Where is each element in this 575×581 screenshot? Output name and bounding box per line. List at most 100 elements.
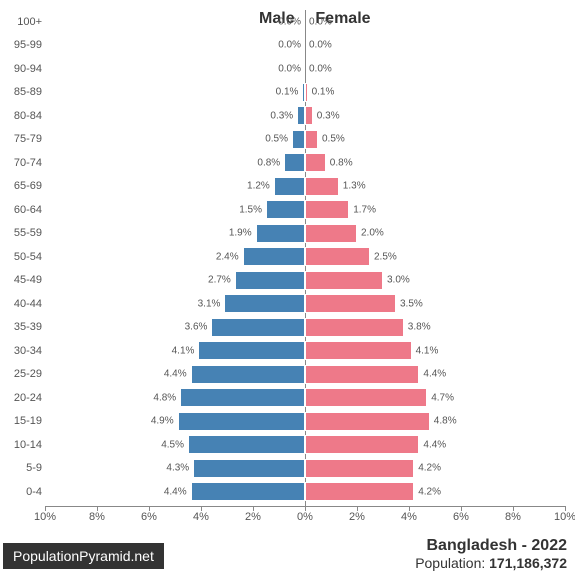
x-tick-label: 8%: [505, 511, 521, 523]
age-row: 85-890.1%0.1%: [45, 81, 565, 105]
bar-male: [235, 271, 305, 290]
age-label: 65-69: [0, 180, 42, 192]
age-row: 25-294.4%4.4%: [45, 363, 565, 387]
percent-male: 0.0%: [278, 16, 301, 27]
x-tick-label: 0%: [297, 511, 313, 523]
bar-female: [305, 435, 419, 454]
age-row: 40-443.1%3.5%: [45, 292, 565, 316]
bar-male: [188, 435, 305, 454]
age-label: 20-24: [0, 392, 42, 404]
age-label: 10-14: [0, 439, 42, 451]
percent-male: 2.4%: [216, 251, 239, 262]
population-label: Population:: [415, 555, 489, 571]
age-label: 95-99: [0, 39, 42, 51]
percent-male: 0.5%: [265, 134, 288, 145]
percent-male: 0.1%: [276, 87, 299, 98]
age-row: 55-591.9%2.0%: [45, 222, 565, 246]
age-row: 30-344.1%4.1%: [45, 339, 565, 363]
percent-male: 4.1%: [172, 345, 195, 356]
percent-female: 0.3%: [317, 110, 340, 121]
age-label: 85-89: [0, 86, 42, 98]
age-label: 40-44: [0, 298, 42, 310]
bar-female: [305, 200, 349, 219]
bar-female: [305, 318, 404, 337]
age-row: 90-940.0%0.0%: [45, 57, 565, 81]
percent-female: 4.8%: [434, 416, 457, 427]
source-badge[interactable]: PopulationPyramid.net: [3, 543, 164, 569]
bar-female: [305, 224, 357, 243]
age-row: 65-691.2%1.3%: [45, 175, 565, 199]
bar-female: [305, 177, 339, 196]
bar-male: [211, 318, 305, 337]
bar-male: [256, 224, 305, 243]
bar-male: [266, 200, 305, 219]
age-row: 80-840.3%0.3%: [45, 104, 565, 128]
age-row: 50-542.4%2.5%: [45, 245, 565, 269]
age-label: 25-29: [0, 368, 42, 380]
percent-male: 4.4%: [164, 369, 187, 380]
age-label: 0-4: [0, 486, 42, 498]
percent-male: 4.8%: [153, 392, 176, 403]
bar-female: [305, 482, 414, 501]
bar-female: [305, 341, 412, 360]
bar-female: [305, 83, 308, 102]
footer-info: Bangladesh - 2022 Population: 171,186,37…: [415, 537, 567, 571]
age-label: 80-84: [0, 110, 42, 122]
percent-female: 0.8%: [330, 157, 353, 168]
bar-female: [305, 271, 383, 290]
x-tick-label: 6%: [453, 511, 469, 523]
x-tick-label: 4%: [401, 511, 417, 523]
percent-male: 3.1%: [198, 298, 221, 309]
percent-female: 0.0%: [309, 16, 332, 27]
age-row: 45-492.7%3.0%: [45, 269, 565, 293]
age-row: 75-790.5%0.5%: [45, 128, 565, 152]
x-tick-label: 4%: [193, 511, 209, 523]
age-row: 0-44.4%4.2%: [45, 480, 565, 504]
percent-female: 1.3%: [343, 181, 366, 192]
bar-male: [284, 153, 305, 172]
percent-male: 1.2%: [247, 181, 270, 192]
x-tick-label: 10%: [34, 511, 56, 523]
bar-male: [193, 459, 305, 478]
age-row: 35-393.6%3.8%: [45, 316, 565, 340]
percent-male: 3.6%: [185, 322, 208, 333]
percent-female: 4.2%: [418, 463, 441, 474]
age-label: 45-49: [0, 274, 42, 286]
percent-female: 4.4%: [423, 439, 446, 450]
percent-male: 0.8%: [257, 157, 280, 168]
age-label: 5-9: [0, 462, 42, 474]
age-label: 70-74: [0, 157, 42, 169]
age-label: 35-39: [0, 321, 42, 333]
x-axis: 10%8%6%4%2%0%2%4%6%8%10%: [45, 506, 565, 507]
percent-male: 4.9%: [151, 416, 174, 427]
x-tick-label: 10%: [554, 511, 575, 523]
population-line: Population: 171,186,372: [415, 555, 567, 571]
percent-female: 0.0%: [309, 63, 332, 74]
age-row: 20-244.8%4.7%: [45, 386, 565, 410]
age-row: 70-740.8%0.8%: [45, 151, 565, 175]
bar-female: [305, 412, 430, 431]
bar-male: [243, 247, 305, 266]
age-row: 15-194.9%4.8%: [45, 410, 565, 434]
percent-female: 4.7%: [431, 392, 454, 403]
bar-female: [305, 106, 313, 125]
percent-female: 2.5%: [374, 251, 397, 262]
bar-male: [297, 106, 305, 125]
bar-male: [180, 388, 305, 407]
percent-female: 1.7%: [353, 204, 376, 215]
percent-female: 4.4%: [423, 369, 446, 380]
percent-female: 4.1%: [416, 345, 439, 356]
bar-male: [191, 365, 305, 384]
age-row: 60-641.5%1.7%: [45, 198, 565, 222]
bar-male: [178, 412, 305, 431]
population-value: 171,186,372: [489, 555, 567, 571]
percent-female: 0.0%: [309, 40, 332, 51]
age-label: 55-59: [0, 227, 42, 239]
age-row: 5-94.3%4.2%: [45, 457, 565, 481]
pyramid-rows: 100+0.0%0.0%95-990.0%0.0%90-940.0%0.0%85…: [45, 10, 565, 504]
bar-male: [224, 294, 305, 313]
bar-female: [305, 294, 396, 313]
percent-female: 0.5%: [322, 134, 345, 145]
bar-female: [305, 459, 414, 478]
percent-male: 4.4%: [164, 486, 187, 497]
